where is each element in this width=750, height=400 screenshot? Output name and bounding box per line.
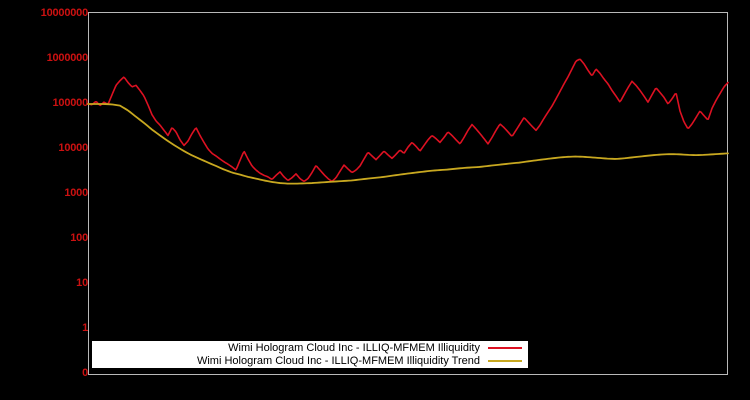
legend-line-sample-icon: [488, 347, 522, 349]
y-axis-tick-labels: 10000000 1000000 100000 10000 1000 100 10 1 0: [0, 0, 89, 400]
y-axis-tick-label: 100: [70, 232, 88, 244]
y-axis-tick-label: 1000000: [46, 52, 89, 64]
legend-line-sample-icon: [488, 360, 522, 362]
legend-entry-illiquidity-trend: Wimi Hologram Cloud Inc - ILLIQ-MFMEM Il…: [92, 355, 528, 368]
chart-legend: Wimi Hologram Cloud Inc - ILLIQ-MFMEM Il…: [92, 341, 528, 368]
y-axis-tick-label: 10000000: [40, 7, 89, 19]
legend-entry-illiquidity: Wimi Hologram Cloud Inc - ILLIQ-MFMEM Il…: [92, 342, 528, 355]
y-axis-tick-label: 0: [82, 367, 88, 379]
legend-label-illiquidity-trend: Wimi Hologram Cloud Inc - ILLIQ-MFMEM Il…: [196, 355, 480, 367]
y-axis-tick-label: 100000: [52, 97, 88, 109]
y-axis-tick-label: 1: [82, 322, 88, 334]
y-axis-tick-label: 1000: [64, 187, 88, 199]
plot-area-frame: [88, 12, 728, 375]
y-axis-tick-label: 10000: [58, 142, 88, 154]
legend-label-illiquidity: Wimi Hologram Cloud Inc - ILLIQ-MFMEM Il…: [228, 342, 480, 354]
y-axis-tick-label: 10: [76, 277, 88, 289]
